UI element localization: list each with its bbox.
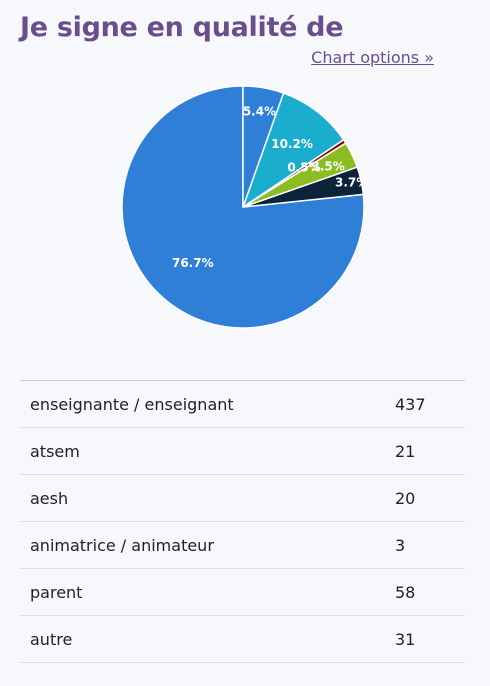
chart-title: Je signe en qualité de bbox=[20, 12, 344, 43]
row-label: parent bbox=[30, 582, 83, 602]
pie-slices bbox=[121, 85, 365, 329]
pie-slice-label: 3.5% bbox=[311, 159, 344, 173]
row-value: 20 bbox=[395, 488, 416, 508]
row-value: 31 bbox=[395, 629, 416, 649]
pie-labels: 76.7% 3.7% 3.5%0.5% 10.2% 5.4% bbox=[172, 105, 368, 270]
data-table: enseignante / enseignant 437 atsem 21 ae… bbox=[20, 380, 465, 663]
pie-slice-label: 3.7% bbox=[335, 176, 368, 190]
row-value: 3 bbox=[395, 535, 406, 555]
pie-slice-5[interactable] bbox=[242, 92, 345, 208]
chart-options-link[interactable]: Chart options » bbox=[311, 48, 434, 67]
pie-slice-6[interactable] bbox=[242, 85, 285, 208]
table-row: animatrice / animateur 3 bbox=[20, 522, 465, 569]
pie-slice-label: 5.4% bbox=[243, 105, 276, 119]
table-row: autre 31 bbox=[20, 616, 465, 663]
row-label: aesh bbox=[30, 488, 69, 508]
pie-chart: 76.7% 3.7% 3.5%0.5% 10.2% 5.4% bbox=[121, 85, 368, 329]
pie-slice-label: 76.7% bbox=[172, 256, 214, 270]
row-value: 58 bbox=[395, 582, 416, 602]
table-row: atsem 21 bbox=[20, 428, 465, 475]
row-label: atsem bbox=[30, 441, 80, 461]
pie-slice-label: 10.2% bbox=[271, 137, 313, 151]
row-value: 437 bbox=[395, 394, 426, 414]
table-row: aesh 20 bbox=[20, 475, 465, 522]
table-row: parent 58 bbox=[20, 569, 465, 616]
row-label: autre bbox=[30, 629, 73, 649]
row-value: 21 bbox=[395, 441, 416, 461]
row-label: enseignante / enseignant bbox=[30, 394, 234, 414]
row-label: animatrice / animateur bbox=[30, 535, 214, 555]
table-row: enseignante / enseignant 437 bbox=[20, 381, 465, 428]
pie-slice-label: 0.5% bbox=[287, 161, 320, 175]
